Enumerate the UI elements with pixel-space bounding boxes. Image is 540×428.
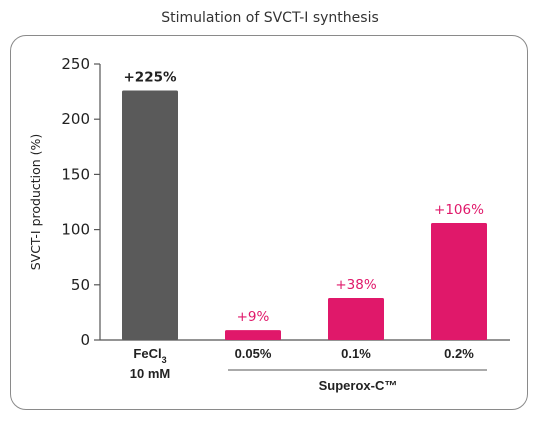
y-tick-label: 250 — [61, 55, 90, 73]
bar-0 — [122, 90, 178, 340]
chart-frame — [10, 35, 528, 410]
category-label-0: FeCl3 — [133, 346, 166, 365]
data-label-3: +106% — [434, 202, 484, 218]
y-tick-label: 0 — [80, 331, 90, 349]
data-label-2: +38% — [335, 277, 376, 293]
category-label-1: 0.05% — [235, 346, 272, 361]
y-axis-label: SVCT-I production (%) — [28, 134, 43, 271]
group-label: Superox-C™ — [319, 378, 398, 393]
data-label-1: +9% — [237, 309, 270, 325]
y-tick-label: 150 — [61, 165, 90, 183]
category-label-2: 0.1% — [341, 346, 371, 361]
y-tick-label: 50 — [71, 276, 90, 294]
bar-3 — [431, 222, 487, 340]
y-tick-label: 200 — [61, 110, 90, 128]
bar-1 — [225, 330, 281, 340]
category-label-3: 0.2% — [444, 346, 474, 361]
bar-2 — [328, 298, 384, 340]
chart-title: Stimulation of SVCT-I synthesis — [161, 10, 379, 26]
data-label-0: +225% — [123, 69, 176, 85]
y-tick-label: 100 — [61, 221, 90, 239]
category-label-0-line2: 10 mM — [130, 366, 170, 381]
